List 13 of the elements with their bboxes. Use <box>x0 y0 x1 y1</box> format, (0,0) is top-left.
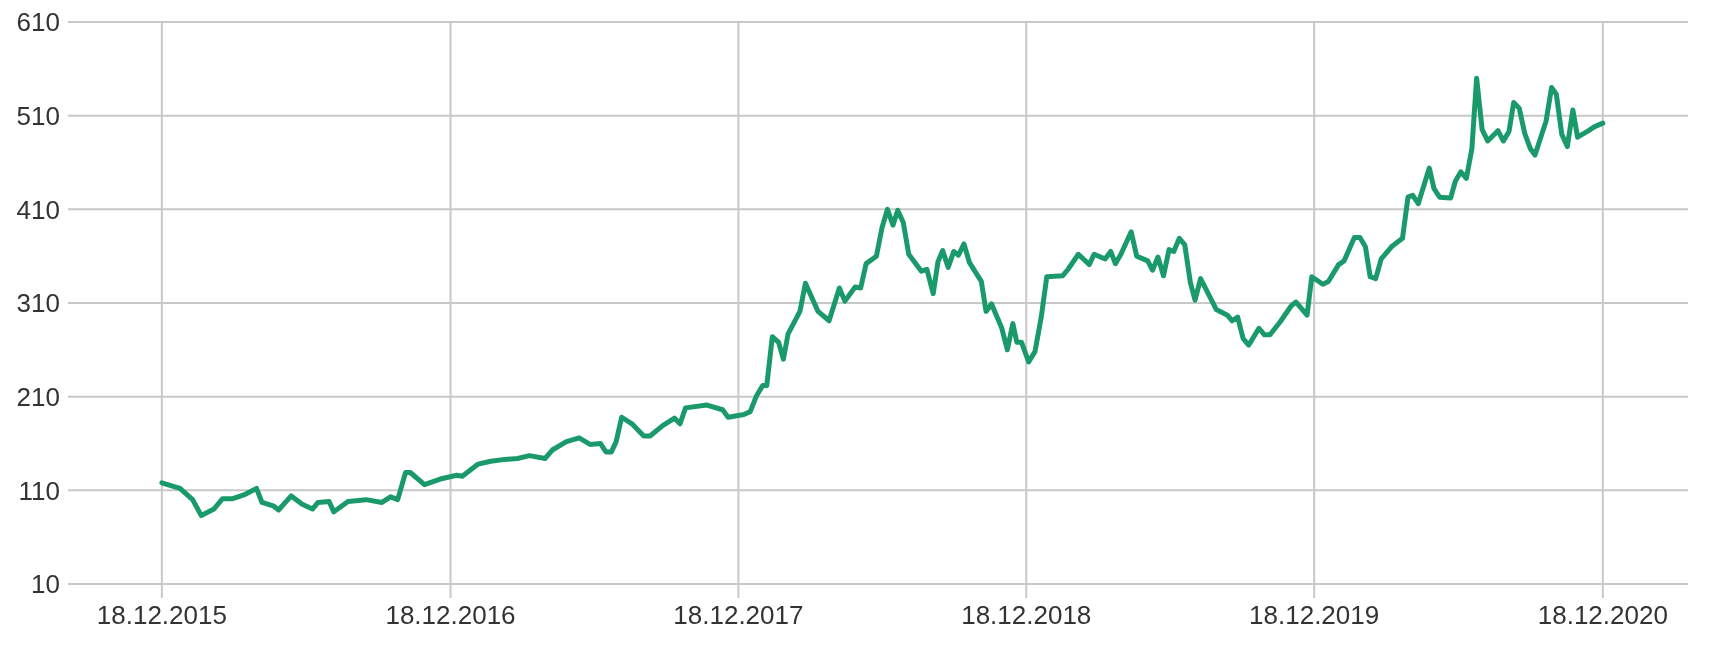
x-tick-label: 18.12.2017 <box>673 600 804 631</box>
y-tick-label: 510 <box>16 100 60 131</box>
x-tick-label: 18.12.2019 <box>1249 600 1380 631</box>
y-tick-label: 210 <box>16 381 60 412</box>
y-tick-label: 110 <box>18 475 60 506</box>
x-tick-label: 18.12.2016 <box>385 600 516 631</box>
y-tick-label: 410 <box>16 194 60 225</box>
y-tick-label: 610 <box>16 7 60 38</box>
x-tick-label: 18.12.2015 <box>96 600 227 631</box>
y-tick-label: 310 <box>16 288 60 319</box>
x-tick-label: 18.12.2020 <box>1537 600 1668 631</box>
x-tick-label: 18.12.2018 <box>961 600 1092 631</box>
y-tick-label: 10 <box>31 569 60 600</box>
